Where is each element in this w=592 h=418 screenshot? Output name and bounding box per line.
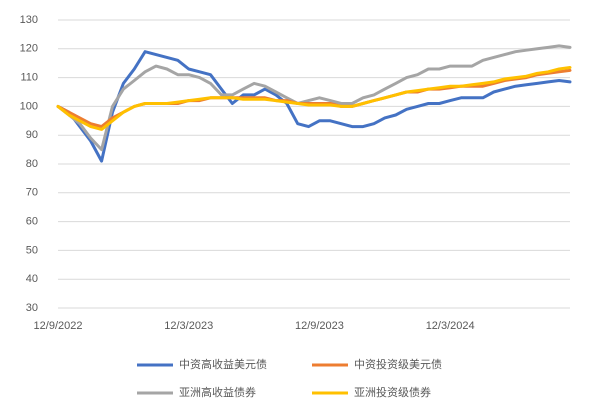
y-tick-label: 110 (20, 72, 38, 84)
y-tick-label: 60 (26, 216, 38, 228)
series-line (56, 50, 572, 163)
y-tick-label: 100 (20, 100, 38, 112)
y-tick-label: 130 (20, 14, 38, 26)
legend-label: 中资高收益美元债 (179, 357, 267, 371)
y-tick-label: 80 (26, 158, 38, 170)
y-tick-label: 90 (26, 129, 38, 141)
legend-label: 亚洲投资级债券 (354, 385, 431, 399)
x-tick-label: 12/9/2023 (295, 320, 344, 332)
y-tick-label: 120 (20, 43, 38, 55)
series-line (56, 44, 572, 152)
y-tick-label: 30 (26, 302, 38, 314)
legend-label: 亚洲高收益债券 (179, 385, 256, 399)
series-line (56, 66, 572, 131)
y-tick-label: 70 (26, 187, 38, 199)
x-tick-label: 12/3/2024 (426, 320, 475, 332)
y-tick-label: 40 (26, 273, 38, 285)
x-tick-label: 12/3/2023 (164, 320, 213, 332)
y-tick-label: 50 (26, 244, 38, 256)
x-tick-label: 12/9/2022 (34, 320, 83, 332)
legend-label: 中资投资级美元债 (354, 357, 442, 371)
